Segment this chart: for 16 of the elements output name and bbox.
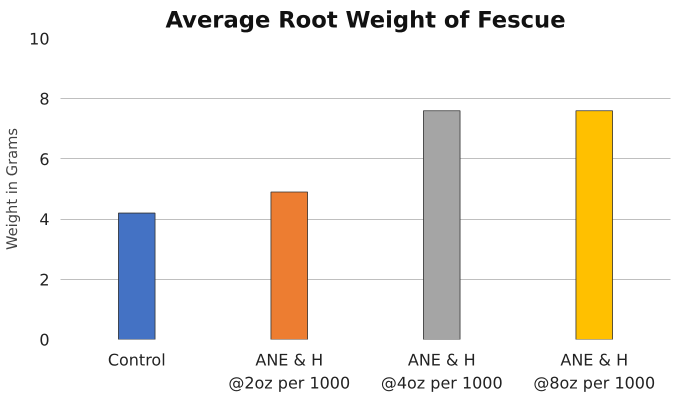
bar [118,212,156,340]
bar [270,192,308,340]
y-axis-title: Weight in Grams [4,128,22,250]
x-tick-label: ANE & H @4oz per 1000 [380,350,503,392]
y-tick-label: 2 [39,270,50,290]
x-tick-label: ANE & H @2oz per 1000 [228,350,350,392]
y-tick-label: 6 [39,150,50,169]
y-tick-label: 0 [39,330,50,350]
y-tick-label: 10 [29,30,50,48]
x-tick-label: Control [108,350,166,370]
chart-title: Average Root Weight of Fescue [165,8,566,34]
bar [423,110,460,340]
y-tick-label: 4 [39,210,50,230]
bar [576,110,613,340]
y-tick-label: 8 [39,90,50,109]
x-tick-label: ANE & H @8oz per 1000 [533,350,656,392]
